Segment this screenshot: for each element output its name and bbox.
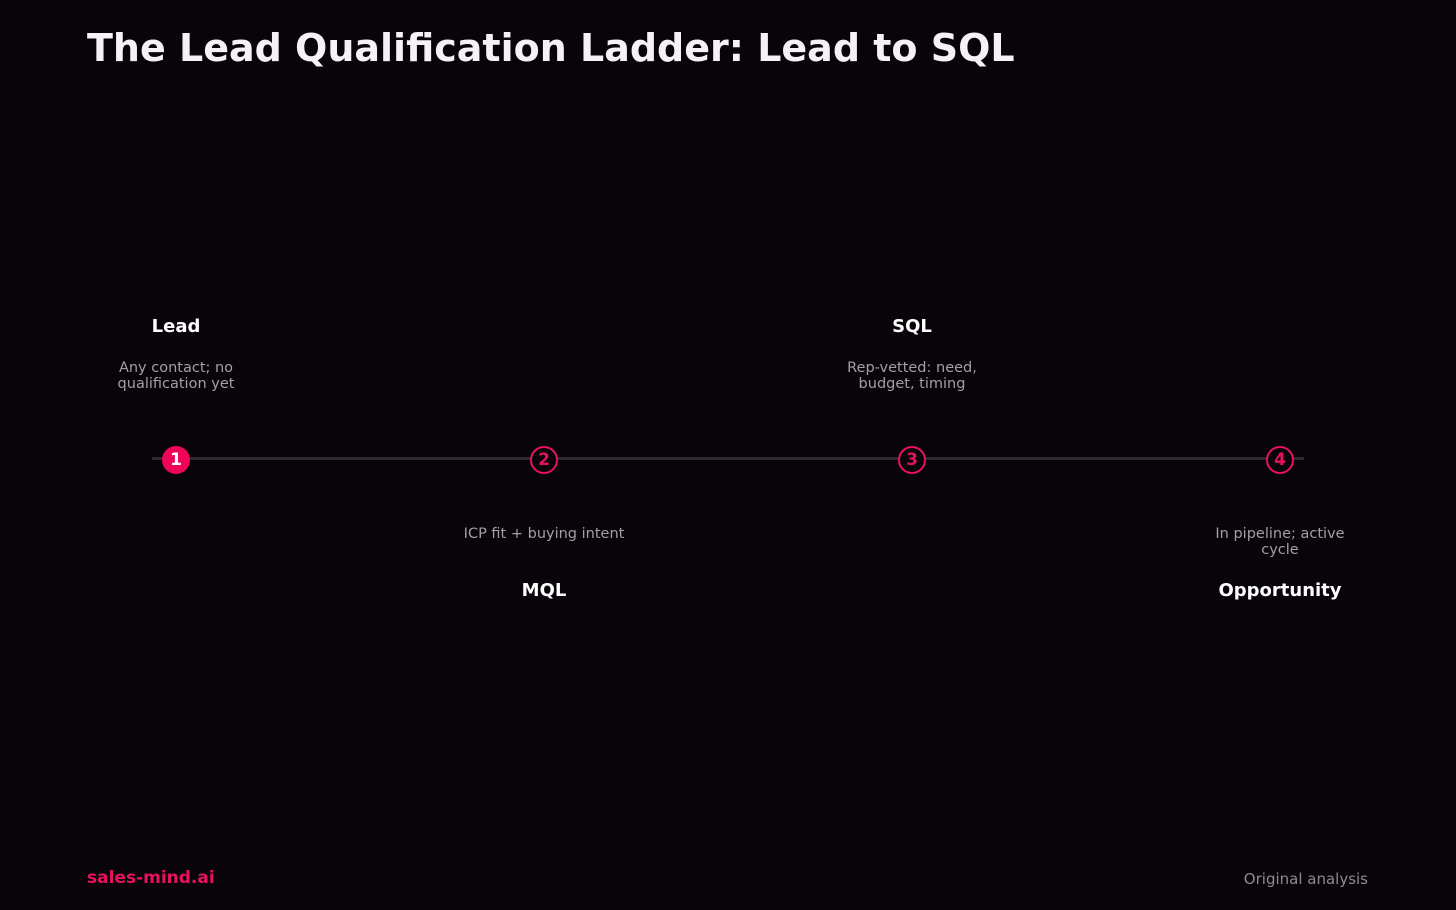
step-4-marker: 4 bbox=[1266, 446, 1294, 474]
step-1-marker: 1 bbox=[162, 446, 190, 474]
step-4-description: In pipeline; active cycle bbox=[1215, 526, 1345, 558]
page-title: The Lead Qualification Ladder: Lead to S… bbox=[87, 26, 1015, 70]
step-3-description: Rep-vetted: need, budget, timing bbox=[847, 360, 977, 392]
brand-name: sales-mind.ai bbox=[87, 868, 215, 888]
step-3-title: SQL bbox=[892, 316, 932, 337]
step-2-marker: 2 bbox=[530, 446, 558, 474]
source-note: Original analysis bbox=[1243, 870, 1368, 888]
timeline-line bbox=[152, 457, 1304, 460]
step-4-title: Opportunity bbox=[1218, 580, 1342, 601]
step-2-description: ICP fit + buying intent bbox=[463, 526, 625, 542]
step-3-marker: 3 bbox=[898, 446, 926, 474]
step-1-description: Any contact; no qualification yet bbox=[117, 360, 235, 392]
step-2-title: MQL bbox=[521, 580, 567, 601]
step-1-title: Lead bbox=[151, 316, 201, 337]
